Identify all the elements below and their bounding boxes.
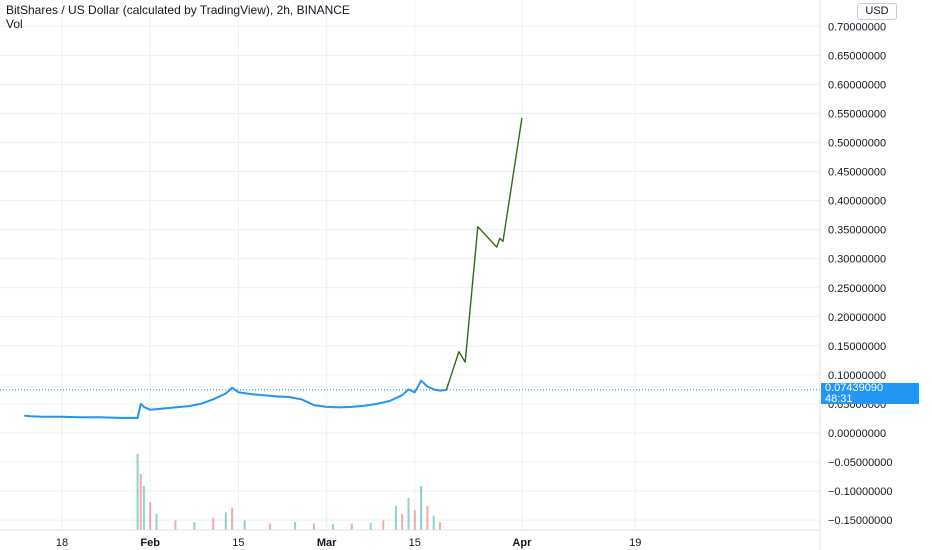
price-tick-label: −0.05000000 [828, 457, 893, 469]
price-series [24, 117, 523, 419]
volume-bar [149, 502, 152, 530]
volume-bar [432, 515, 435, 530]
price-tick-label: 0.65000000 [828, 50, 886, 62]
volume-bar [313, 523, 315, 530]
price-tick-label: 0.10000000 [828, 370, 886, 382]
price-tick-label: 0.35000000 [828, 225, 886, 237]
last-price-value: 0.07439090 [825, 382, 884, 394]
volume-bar [231, 507, 234, 530]
price-tick-label: 0.55000000 [828, 108, 886, 120]
volume-bar [139, 474, 142, 530]
volume-bar [268, 523, 271, 530]
price-tick-label: 0.30000000 [828, 254, 886, 266]
time-tick-label: 19 [629, 537, 641, 549]
volume-bar [136, 454, 139, 530]
volume-bar [294, 522, 297, 530]
volume-bar [212, 518, 215, 530]
volume-bar [193, 522, 196, 530]
time-tick-label: Mar [317, 537, 337, 549]
price-tick-label: 0.00000000 [828, 428, 886, 440]
volume-bar [407, 498, 410, 530]
price-tick-label: −0.15000000 [828, 515, 893, 527]
volume-bar [439, 522, 441, 530]
chart-legend: BitShares / US Dollar (calculated by Tra… [6, 3, 350, 31]
price-tick-label: 0.45000000 [828, 167, 886, 179]
volume-bar [174, 520, 177, 530]
volume-bar [369, 522, 372, 530]
price-tick-label: 0.40000000 [828, 196, 886, 208]
volume-bar [155, 514, 158, 530]
price-tick-label: 0.15000000 [828, 341, 886, 353]
volume-bar [382, 520, 385, 530]
price-line [24, 379, 447, 419]
volume-bars [136, 454, 441, 530]
volume-bar [401, 514, 404, 530]
time-tick-label: Apr [512, 537, 532, 549]
bar-countdown: 48:31 [825, 392, 853, 405]
time-tick-label: 15 [409, 537, 421, 549]
chart-grid [0, 0, 820, 530]
time-axis[interactable]: 18 Feb 15 Mar 15 Apr 19 [56, 537, 642, 549]
volume-bar [142, 486, 145, 530]
time-tick-label: 15 [232, 537, 244, 549]
currency-button[interactable]: USD [857, 3, 897, 20]
volume-bar [243, 520, 246, 530]
volume-indicator-label[interactable]: Vol [6, 17, 23, 31]
price-tick-label: 0.20000000 [828, 312, 886, 324]
price-axis[interactable]: 0.70000000 0.65000000 0.60000000 0.55000000… [828, 21, 893, 527]
last-price-label: 0.07439090 48:31 [821, 383, 919, 404]
volume-bar [420, 486, 423, 530]
volume-bar [350, 523, 353, 530]
volume-bar [224, 512, 227, 530]
price-tick-label: −0.10000000 [828, 486, 893, 498]
price-tick-label: 0.60000000 [828, 79, 886, 91]
price-tick-label: 0.25000000 [828, 283, 886, 295]
volume-bar [413, 510, 416, 530]
time-tick-label: Feb [140, 537, 160, 549]
price-tick-label: 0.50000000 [828, 138, 886, 150]
symbol-title[interactable]: BitShares / US Dollar (calculated by Tra… [6, 3, 350, 17]
time-tick-label: 18 [56, 537, 68, 549]
volume-bar [331, 524, 334, 530]
price-tick-label: 0.70000000 [828, 21, 886, 33]
projection-line [445, 117, 523, 391]
volume-bar [426, 506, 429, 530]
volume-bar [394, 506, 397, 530]
